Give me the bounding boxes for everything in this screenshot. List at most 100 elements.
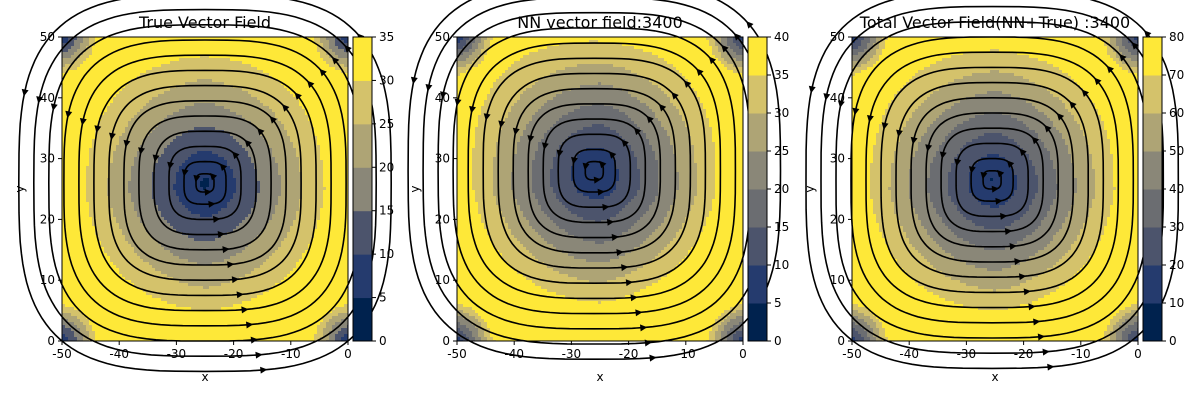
streamline	[407, 0, 782, 361]
stream-arrow	[222, 246, 230, 254]
stream-arrow	[109, 132, 116, 141]
stream-arrow	[683, 80, 692, 88]
colorbar-tick-label: 30	[379, 73, 394, 87]
y-tick-label: 20	[435, 212, 450, 226]
stream-arrow	[611, 233, 619, 241]
stream-arrow	[881, 122, 889, 130]
colorbar-segment	[353, 123, 372, 168]
stream-arrow	[1106, 65, 1115, 74]
streamline	[805, 0, 1180, 370]
stream-arrow	[167, 161, 175, 170]
colorbar-tick-label: 15	[379, 204, 394, 218]
y-tick-label: 40	[435, 91, 450, 105]
colorbar-tick-label: 50	[1169, 144, 1184, 158]
x-tick-label: -40	[504, 347, 524, 361]
stream-arrow	[621, 264, 629, 272]
stream-arrow	[231, 276, 240, 284]
colorbar-segment	[748, 151, 767, 190]
streamlines	[17, 0, 392, 374]
stream-arrow	[968, 166, 976, 174]
stream-arrow	[241, 306, 249, 314]
x-tick-label: 0	[1134, 347, 1142, 361]
x-axis-label: x	[991, 370, 998, 384]
stream-arrow	[483, 113, 491, 121]
y-tick-label: 20	[830, 212, 845, 226]
stream-arrow	[1000, 212, 1008, 220]
stream-arrow	[602, 203, 610, 211]
x-tick-label: -30	[562, 347, 582, 361]
streamlines	[407, 0, 782, 362]
streamline	[467, 42, 722, 300]
colorbar-tick-label: 20	[1169, 258, 1184, 272]
streamline	[895, 81, 1089, 279]
stream-arrow	[138, 147, 145, 155]
colorbar-tick-label: 30	[774, 106, 789, 120]
plot-title: Total Vector Field(NN+True) :3400	[859, 13, 1130, 32]
streamline	[108, 84, 302, 282]
y-tick-label: 30	[435, 152, 450, 166]
stream-arrow	[1023, 288, 1031, 296]
colorbar-segment	[1143, 189, 1162, 228]
colorbar-tick-label: 10	[1169, 296, 1184, 310]
streamline	[168, 145, 242, 221]
stream-arrow	[823, 93, 831, 101]
y-tick-label: 0	[47, 334, 55, 348]
stream-arrow	[21, 88, 29, 97]
colorbar-tick-label: 20	[379, 160, 394, 174]
x-tick-label: -30	[167, 347, 187, 361]
stream-arrow	[1131, 42, 1139, 50]
x-axis-label: x	[201, 370, 208, 384]
stream-arrow	[217, 231, 225, 238]
colorbar-tick-label: 60	[1169, 106, 1184, 120]
stream-arrow	[1044, 124, 1052, 133]
streamline	[835, 20, 1150, 339]
stream-arrow	[255, 351, 263, 359]
streamlines	[805, 0, 1180, 371]
stream-arrow	[646, 115, 654, 124]
stream-arrow	[593, 176, 602, 184]
stream-arrow	[925, 144, 933, 152]
colorbar-segment	[1143, 227, 1162, 266]
stream-arrow	[208, 200, 216, 208]
colorbar-tick-label: 35	[379, 30, 394, 44]
streamline	[527, 103, 662, 239]
colorbar-segment	[748, 303, 767, 342]
streamline	[452, 27, 737, 315]
axes-frame	[61, 36, 349, 342]
colorbar-tick-label: 20	[774, 182, 789, 196]
x-tick-label: -10	[281, 347, 301, 361]
streamline	[497, 72, 692, 269]
stream-arrow	[996, 169, 1005, 178]
stream-arrow	[995, 197, 1003, 205]
stream-arrow	[608, 151, 617, 159]
stream-arrow	[582, 162, 590, 171]
streamline	[865, 51, 1120, 309]
axes-frame	[851, 36, 1139, 342]
y-tick-label: 0	[442, 334, 450, 348]
stream-arrow	[50, 103, 58, 111]
colorbar-tick-label: 40	[1169, 182, 1184, 196]
stream-arrow	[1094, 77, 1102, 86]
streamline	[940, 127, 1044, 233]
stream-arrow	[910, 136, 918, 145]
field-contour	[852, 37, 1138, 341]
stream-arrow	[1047, 363, 1055, 371]
stream-arrow	[721, 44, 729, 53]
colorbar-segment	[1143, 113, 1162, 152]
y-tick-label: 50	[830, 30, 845, 44]
colorbar-tick-label: 35	[774, 68, 789, 82]
stream-arrow	[808, 85, 816, 94]
stream-arrow	[1019, 148, 1027, 157]
colorbar-tick-label: 70	[1169, 68, 1184, 82]
y-tick-label: 30	[830, 152, 845, 166]
colorbar-tick-label: 5	[774, 296, 782, 310]
stream-arrow	[260, 366, 268, 374]
stream-arrow	[852, 107, 860, 116]
stream-arrow	[410, 76, 418, 85]
stream-arrow	[193, 174, 201, 183]
colorbar-segment	[748, 227, 767, 266]
stream-arrow	[630, 294, 638, 302]
streamline	[437, 11, 752, 330]
plot-title: NN vector field:3400	[517, 13, 683, 32]
y-tick-label: 50	[435, 30, 450, 44]
